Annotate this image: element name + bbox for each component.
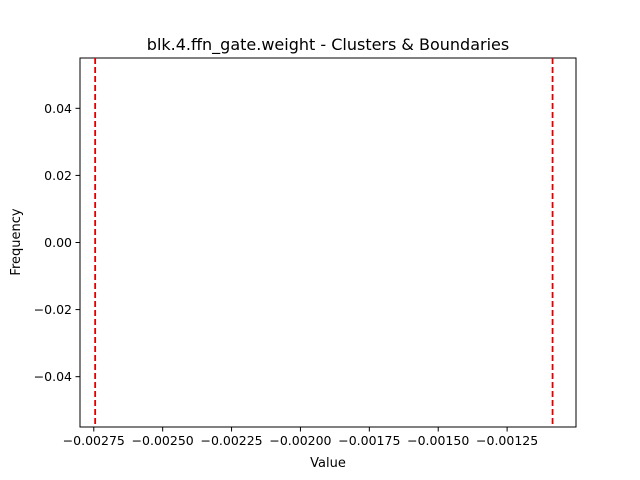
x-tick-label: −0.00275 — [63, 433, 125, 448]
x-axis-label: Value — [310, 456, 346, 471]
boundary-lines — [94, 58, 554, 427]
y-axis-ticks: 0.04 0.02 0.00 −0.02 −0.04 — [34, 101, 80, 384]
y-tick-label: −0.04 — [34, 369, 72, 384]
x-tick-label: −0.00175 — [338, 433, 400, 448]
x-axis-ticks: −0.00275 −0.00250 −0.00225 −0.00200 −0.00175… — [63, 427, 538, 448]
x-tick-label: −0.00225 — [200, 433, 262, 448]
y-tick-label: −0.02 — [34, 302, 72, 317]
x-tick-label: −0.00125 — [476, 433, 538, 448]
y-tick-label: 0.04 — [44, 101, 72, 116]
x-tick-label: −0.00150 — [407, 433, 469, 448]
y-tick-label: 0.02 — [44, 168, 72, 183]
y-axis-label: Frequency — [9, 208, 24, 275]
x-tick-label: −0.00250 — [132, 433, 194, 448]
chart-title: blk.4.ffn_gate.weight - Clusters & Bound… — [147, 35, 509, 55]
x-tick-label: −0.00200 — [269, 433, 331, 448]
y-tick-label: 0.00 — [44, 235, 72, 250]
